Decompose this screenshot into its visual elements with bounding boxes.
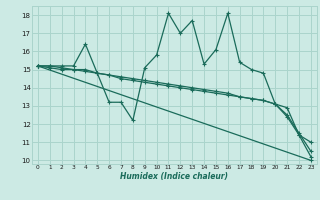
X-axis label: Humidex (Indice chaleur): Humidex (Indice chaleur) [120,172,228,181]
